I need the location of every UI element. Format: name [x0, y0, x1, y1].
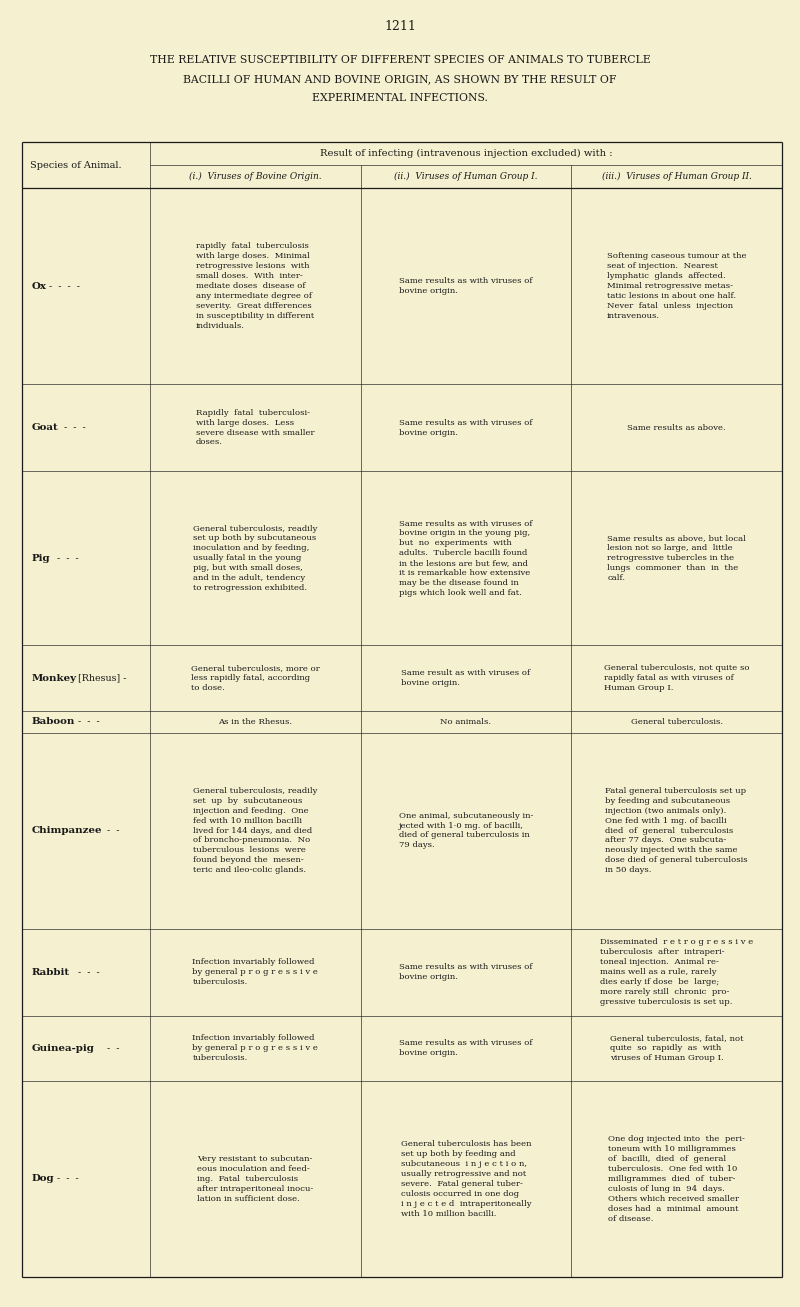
Text: -  -  -: - - - — [54, 554, 78, 563]
Text: Same results as above.: Same results as above. — [627, 423, 726, 431]
Text: Rabbit: Rabbit — [32, 967, 70, 976]
Text: Species of Animal.: Species of Animal. — [30, 161, 122, 170]
Text: Infection invariably followed
by general p r o g r e s s i v e
tuberculosis.: Infection invariably followed by general… — [192, 958, 318, 985]
Text: rapidly  fatal  tuberculosis
with large doses.  Minimal
retrogressive lesions  w: rapidly fatal tuberculosis with large do… — [196, 242, 314, 329]
Text: Same results as with viruses of
bovine origin.: Same results as with viruses of bovine o… — [399, 277, 533, 295]
Text: (i.)  Viruses of Bovine Origin.: (i.) Viruses of Bovine Origin. — [189, 173, 322, 182]
Text: -  -  -  -: - - - - — [46, 281, 80, 290]
Text: -  -  -: - - - — [75, 718, 100, 727]
Text: One dog injected into  the  peri-
toneum with 10 milligrammes
of  bacilli,  died: One dog injected into the peri- toneum w… — [608, 1136, 745, 1222]
Text: General tuberculosis, more or
less rapidly fatal, according
to dose.: General tuberculosis, more or less rapid… — [191, 664, 320, 691]
Text: Goat: Goat — [32, 423, 58, 433]
Text: General tuberculosis has been
set up both by feeding and
subcutaneous  i n j e c: General tuberculosis has been set up bot… — [401, 1140, 531, 1218]
Text: Chimpanzee: Chimpanzee — [32, 826, 102, 835]
Text: -  -  -: - - - — [75, 967, 100, 976]
Text: As in the Rhesus.: As in the Rhesus. — [218, 718, 292, 725]
Text: Very resistant to subcutan-
eous inoculation and feed-
ing.  Fatal  tuberculosis: Very resistant to subcutan- eous inocula… — [198, 1155, 314, 1202]
Text: Infection invariably followed
by general p r o g r e s s i v e
tuberculosis.: Infection invariably followed by general… — [192, 1034, 318, 1063]
Text: One animal, subcutaneously in-
jected with 1·0 mg. of bacilli,
died of general t: One animal, subcutaneously in- jected wi… — [399, 812, 533, 850]
Text: Same results as with viruses of
bovine origin in the young pig,
but  no  experim: Same results as with viruses of bovine o… — [399, 520, 533, 597]
Text: Rapidly  fatal  tuberculosi-
with large doses.  Less
severe disease with smaller: Rapidly fatal tuberculosi- with large do… — [196, 409, 314, 447]
Text: General tuberculosis.: General tuberculosis. — [630, 718, 722, 725]
Text: -  -  -: - - - — [61, 423, 86, 433]
Text: (iii.)  Viruses of Human Group II.: (iii.) Viruses of Human Group II. — [602, 173, 752, 182]
Text: General tuberculosis, readily
set  up  by  subcutaneous
injection and feeding.  : General tuberculosis, readily set up by … — [193, 787, 318, 874]
Text: Ox: Ox — [32, 281, 47, 290]
Text: Same results as with viruses of
bovine origin.: Same results as with viruses of bovine o… — [399, 1039, 533, 1057]
Text: Same results as with viruses of
bovine origin.: Same results as with viruses of bovine o… — [399, 418, 533, 437]
Text: No animals.: No animals. — [441, 718, 491, 725]
Text: Baboon: Baboon — [32, 718, 75, 727]
Text: General tuberculosis, readily
set up both by subcutaneous
inoculation and by fee: General tuberculosis, readily set up bot… — [193, 524, 318, 592]
Text: Same results as with viruses of
bovine origin.: Same results as with viruses of bovine o… — [399, 963, 533, 982]
Text: Same results as above, but local
lesion not so large, and  little
retrogressive : Same results as above, but local lesion … — [607, 535, 746, 582]
Text: General tuberculosis, not quite so
rapidly fatal as with viruses of
Human Group : General tuberculosis, not quite so rapid… — [604, 664, 750, 691]
Text: General tuberculosis, fatal, not
quite  so  rapidly  as  with
viruses of Human G: General tuberculosis, fatal, not quite s… — [610, 1034, 743, 1063]
Text: Monkey: Monkey — [32, 673, 77, 682]
Text: -  -: - - — [104, 1044, 119, 1053]
Text: Disseminated  r e t r o g r e s s i v e
tuberculosis  after  intraperi-
toneal i: Disseminated r e t r o g r e s s i v e t… — [600, 938, 754, 1006]
Text: Softening caseous tumour at the
seat of injection.  Nearest
lymphatic  glands  a: Softening caseous tumour at the seat of … — [607, 252, 746, 320]
Text: Result of infecting (intravenous injection excluded) with :: Result of infecting (intravenous injecti… — [320, 149, 612, 158]
Text: THE RELATIVE SUSCEPTIBILITY OF DIFFERENT SPECIES OF ANIMALS TO TUBERCLE: THE RELATIVE SUSCEPTIBILITY OF DIFFERENT… — [150, 55, 650, 65]
Text: (ii.)  Viruses of Human Group I.: (ii.) Viruses of Human Group I. — [394, 173, 538, 182]
Text: Same result as with viruses of
bovine origin.: Same result as with viruses of bovine or… — [402, 669, 530, 687]
Text: Guinea-pig: Guinea-pig — [32, 1044, 95, 1053]
Text: Dog: Dog — [32, 1175, 54, 1184]
Text: -  -  -: - - - — [54, 1175, 78, 1184]
Text: BACILLI OF HUMAN AND BOVINE ORIGIN, AS SHOWN BY THE RESULT OF: BACILLI OF HUMAN AND BOVINE ORIGIN, AS S… — [183, 74, 617, 84]
Text: -  -: - - — [104, 826, 119, 835]
Text: 1211: 1211 — [384, 20, 416, 33]
Text: [Rhesus] -: [Rhesus] - — [75, 673, 126, 682]
Text: Pig: Pig — [32, 554, 50, 563]
Text: Fatal general tuberculosis set up
by feeding and subcutaneous
injection (two ani: Fatal general tuberculosis set up by fee… — [606, 787, 748, 874]
Text: EXPERIMENTAL INFECTIONS.: EXPERIMENTAL INFECTIONS. — [312, 93, 488, 103]
